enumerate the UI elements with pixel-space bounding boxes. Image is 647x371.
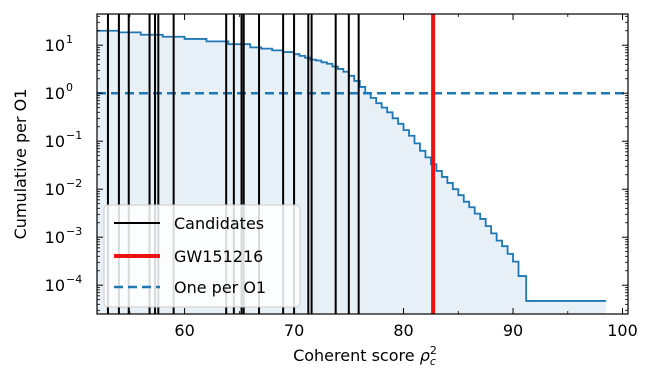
legend-label-gw151216: GW151216 <box>174 247 263 266</box>
y-tick-label: 10 <box>45 180 65 199</box>
y-tick-label: 10 <box>45 36 65 55</box>
x-axis-label: Coherent score ρc2 <box>293 344 437 368</box>
y-tick-exponent: −2 <box>66 177 82 190</box>
y-tick-exponent: −4 <box>66 273 82 286</box>
x-tick-label: 100 <box>607 321 638 340</box>
y-tick-exponent: 1 <box>66 33 73 46</box>
x-axis-ticks: 60 70 80 90 100 <box>129 14 638 340</box>
x-tick-label: 80 <box>393 321 413 340</box>
y-axis-label: Cumulative per O1 <box>11 89 30 240</box>
x-tick-label: 90 <box>503 321 523 340</box>
legend-label-candidates: Candidates <box>174 214 264 233</box>
y-tick-label: 10 <box>45 132 65 151</box>
y-tick-label: 10 <box>45 276 65 295</box>
y-tick-exponent: −3 <box>66 225 82 238</box>
legend-label-one-per-o1: One per O1 <box>174 278 266 297</box>
legend-box <box>103 204 301 308</box>
y-tick-label: 10 <box>45 228 65 247</box>
y-tick-label: 10 <box>45 84 65 103</box>
background-step-line <box>97 29 607 302</box>
y-tick-exponent: 0 <box>66 81 73 94</box>
x-tick-label: 70 <box>284 321 304 340</box>
legend: Candidates GW151216 One per O1 <box>103 204 301 308</box>
plot-frame <box>96 13 629 315</box>
x-tick-label: 60 <box>174 321 194 340</box>
y-tick-exponent: −1 <box>66 129 82 142</box>
